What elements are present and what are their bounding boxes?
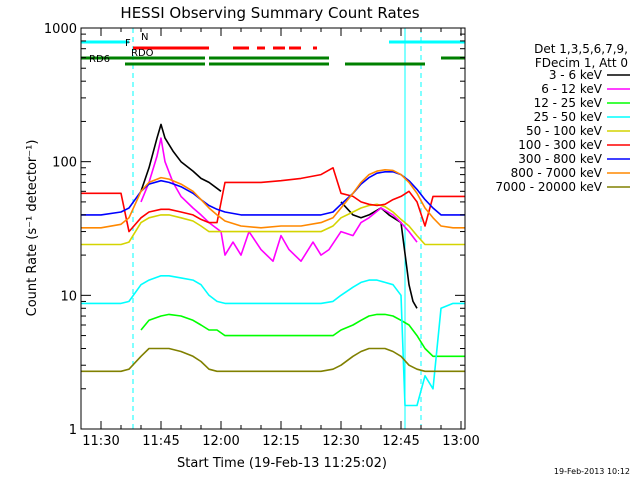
x-tick-label-3: 12:15 bbox=[262, 434, 299, 449]
legend-entry-label-3: 25 - 50 keV bbox=[534, 110, 603, 124]
flag-label-rd6: RD6 bbox=[89, 54, 110, 65]
legend-entry-label-1: 6 - 12 keV bbox=[541, 82, 603, 96]
flag-label-n: N bbox=[141, 32, 148, 43]
legend-header-line-1: Det 1,3,5,6,7,9, bbox=[534, 42, 628, 56]
legend-entry-label-6: 300 - 800 keV bbox=[518, 152, 602, 166]
series-line-5 bbox=[81, 167, 465, 233]
x-axis-label: Start Time (19-Feb-13 11:25:02) bbox=[177, 456, 387, 471]
legend-entry-label-4: 50 - 100 keV bbox=[526, 124, 603, 138]
series-line-4 bbox=[81, 203, 465, 246]
y-axis: 1 10 100 1000 bbox=[44, 22, 465, 438]
series-line-2 bbox=[140, 313, 465, 358]
legend-header-line-2: FDecim 1, Att 0 bbox=[535, 56, 628, 70]
x-tick-label-6: 13:00 bbox=[442, 434, 479, 449]
series-line-8 bbox=[81, 347, 465, 373]
legend-entry-label-8: 7000 - 20000 keV bbox=[495, 180, 602, 194]
flag-label-rdo: RDO bbox=[131, 48, 154, 59]
flag-label-f: F bbox=[125, 38, 131, 49]
legend-entry-label-7: 800 - 7000 keV bbox=[511, 166, 603, 180]
y-tick-label-0: 1 bbox=[69, 423, 77, 438]
series-line-6 bbox=[81, 171, 465, 216]
x-tick-label-2: 12:00 bbox=[202, 434, 239, 449]
legend-entry-label-0: 3 - 6 keV bbox=[549, 68, 603, 82]
series-line-7 bbox=[81, 169, 465, 229]
x-tick-label-4: 12:30 bbox=[322, 434, 359, 449]
y-axis-label: Count Rate (s⁻¹ detector⁻¹) bbox=[25, 140, 40, 317]
footer-date: 19-Feb-2013 10:12 bbox=[554, 467, 630, 476]
series-line-0 bbox=[140, 123, 418, 309]
chart-title: HESSI Observing Summary Count Rates bbox=[120, 4, 419, 22]
legend-entry-label-2: 12 - 25 keV bbox=[534, 96, 603, 110]
y-tick-label-2: 100 bbox=[52, 156, 77, 171]
x-tick-label-5: 12:45 bbox=[382, 434, 419, 449]
series-line-3 bbox=[81, 275, 465, 407]
legend-entry-label-5: 100 - 300 keV bbox=[518, 138, 602, 152]
y-tick-label-3: 1000 bbox=[44, 22, 77, 37]
x-axis: 11:30 11:45 12:00 12:15 12:30 12:45 13:00 bbox=[80, 28, 480, 449]
plot-frame bbox=[80, 27, 466, 430]
y-tick-label-1: 10 bbox=[60, 289, 77, 304]
legend: Det 1,3,5,6,7,9, FDecim 1, Att 0 3 - 6 k… bbox=[495, 42, 630, 194]
x-tick-label-0: 11:30 bbox=[82, 434, 119, 449]
x-tick-label-1: 11:45 bbox=[142, 434, 179, 449]
